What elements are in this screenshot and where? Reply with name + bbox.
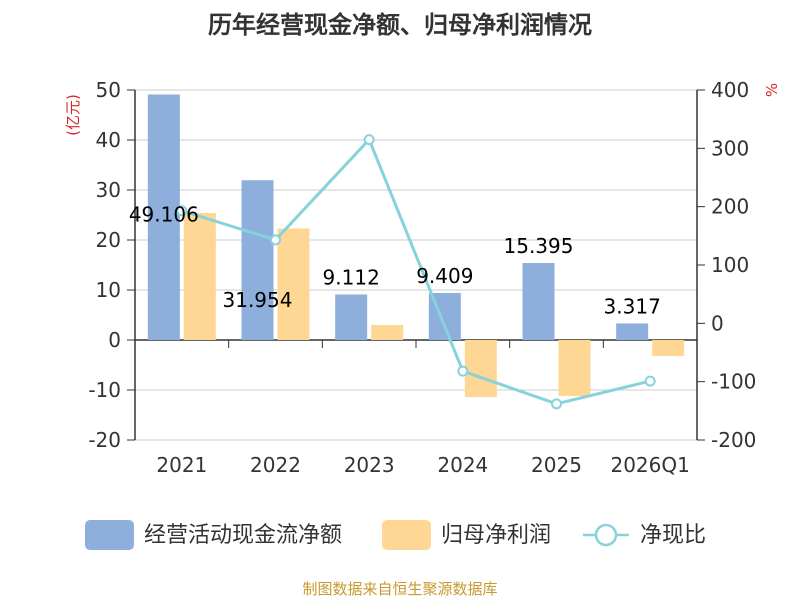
data-label-cashflow: 9.409 bbox=[416, 264, 473, 288]
right-axis-tick-label: 0 bbox=[711, 311, 724, 335]
ratio-line-path bbox=[181, 138, 651, 406]
legend: 经营活动现金流净额 归母净利润 净现比 bbox=[85, 520, 706, 550]
ratio-point bbox=[457, 365, 469, 377]
data-labels: 49.106 31.954 9.112 9.409 15.395 3.317 bbox=[129, 202, 661, 318]
ratio-point bbox=[551, 398, 562, 410]
left-axis-unit: (亿元) bbox=[64, 94, 82, 136]
ratio-line bbox=[176, 134, 656, 410]
x-axis-category-label: 2026Q1 bbox=[610, 453, 689, 477]
ratio-point bbox=[270, 234, 281, 246]
ratio-point bbox=[363, 134, 375, 146]
x-axis-category-label: 2022 bbox=[250, 453, 301, 477]
legend-marker-ratio bbox=[594, 523, 618, 547]
left-axis-tick-label: 40 bbox=[96, 128, 121, 152]
left-axis-tick-label: -20 bbox=[88, 428, 121, 452]
right-axis-tick-label: 400 bbox=[711, 78, 749, 102]
ratio-point bbox=[176, 205, 188, 217]
left-axis-tick-label: -10 bbox=[88, 378, 121, 402]
left-axis-tick-label: 0 bbox=[108, 328, 121, 352]
x-axis-category-label: 2024 bbox=[437, 453, 488, 477]
bar-netprofit bbox=[558, 340, 591, 396]
axes: 50403020100-10-204003002001000-100-20020… bbox=[88, 78, 756, 477]
right-axis-tick-label: -100 bbox=[711, 370, 756, 394]
data-label-cashflow: 9.112 bbox=[323, 265, 380, 289]
gridlines bbox=[135, 89, 697, 441]
legend-label-netprofit: 归母净利润 bbox=[441, 523, 551, 548]
legend-label-cashflow: 经营活动现金流净额 bbox=[144, 523, 342, 548]
bar-cashflow bbox=[335, 294, 368, 340]
data-label-cashflow: 15.395 bbox=[504, 234, 574, 258]
ratio-point bbox=[644, 375, 656, 387]
bar-netprofit bbox=[464, 340, 497, 397]
bar-netprofit bbox=[371, 325, 404, 340]
x-axis-category-label: 2021 bbox=[156, 453, 207, 477]
bar-netprofit bbox=[277, 228, 310, 340]
left-axis-tick-label: 50 bbox=[96, 78, 121, 102]
legend-label-ratio: 净现比 bbox=[640, 523, 706, 548]
bar-cashflow bbox=[241, 180, 274, 340]
right-axis-tick-label: 200 bbox=[711, 195, 749, 219]
legend-swatch-netprofit bbox=[382, 520, 431, 550]
bar-netprofit bbox=[183, 213, 216, 340]
bar-cashflow bbox=[147, 94, 180, 340]
data-label-cashflow: 49.106 bbox=[129, 202, 199, 226]
bars bbox=[147, 94, 685, 397]
right-axis-tick-label: 100 bbox=[711, 253, 749, 277]
right-axis-unit: % bbox=[763, 83, 781, 97]
left-axis-tick-label: 20 bbox=[96, 228, 121, 252]
right-axis-tick-label: 300 bbox=[711, 136, 749, 160]
legend-swatch-cashflow bbox=[85, 520, 134, 550]
x-axis-category-label: 2025 bbox=[531, 453, 582, 477]
source-note: 制图数据来自恒生聚源数据库 bbox=[302, 580, 497, 598]
x-axis-category-label: 2023 bbox=[344, 453, 395, 477]
data-label-cashflow: 3.317 bbox=[604, 294, 661, 318]
data-label-cashflow: 31.954 bbox=[223, 288, 293, 312]
bar-cashflow bbox=[522, 263, 555, 340]
left-axis-tick-label: 10 bbox=[96, 278, 121, 302]
chart-title: 历年经营现金净额、归母净利润情况 bbox=[208, 11, 592, 39]
left-axis-tick-label: 30 bbox=[96, 178, 121, 202]
right-axis-tick-label: -200 bbox=[711, 428, 756, 452]
bar-netprofit bbox=[652, 340, 685, 356]
bar-cashflow bbox=[616, 323, 649, 340]
